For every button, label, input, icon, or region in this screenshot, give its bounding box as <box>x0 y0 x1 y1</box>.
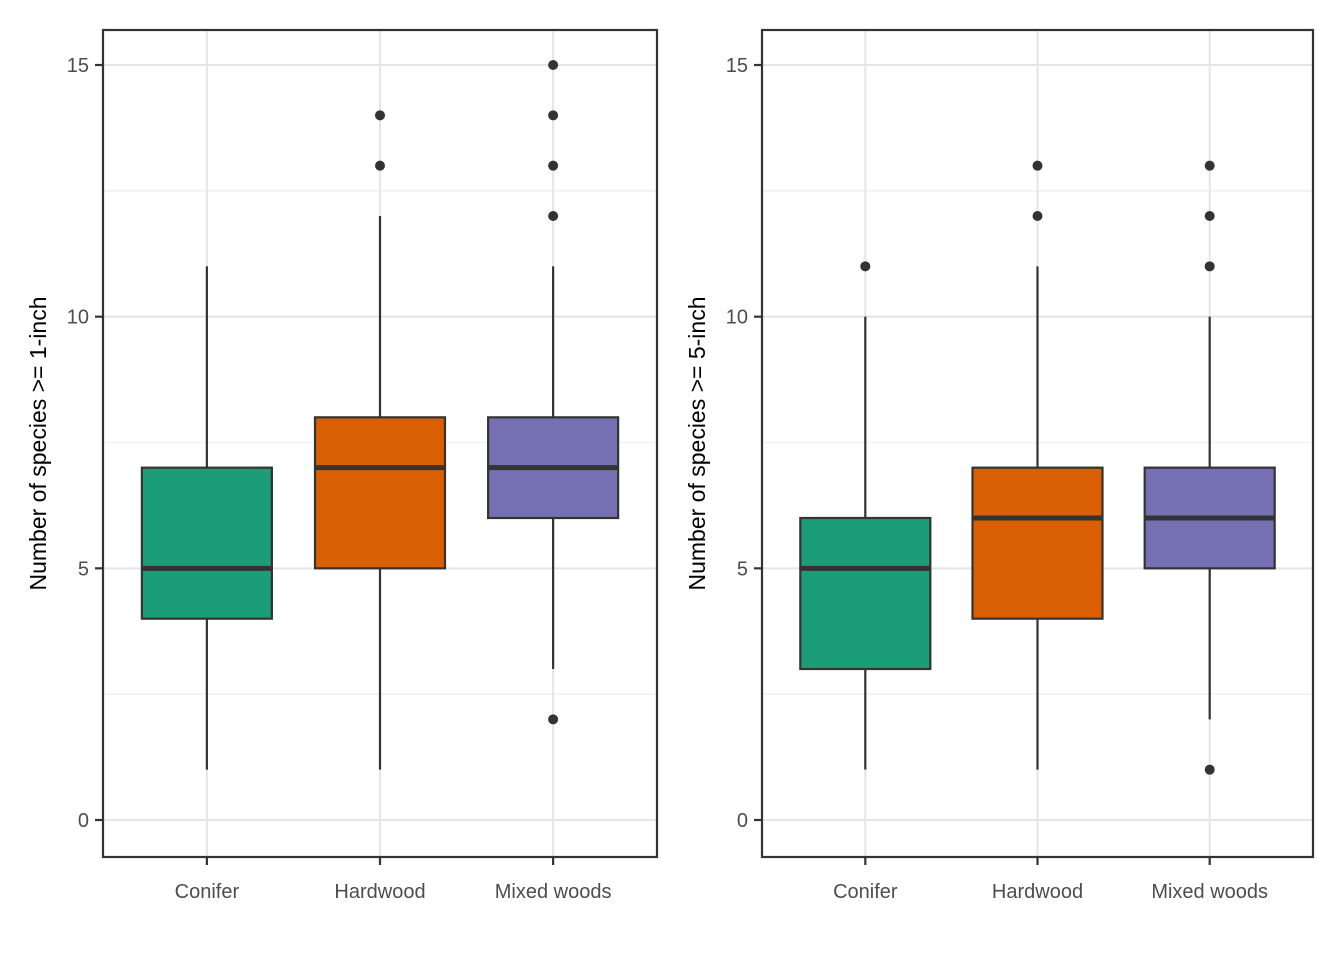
outlier-point-hardwood <box>375 160 385 171</box>
y-axis-title: Number of species >= 5-inch <box>684 296 710 590</box>
x-category-label-hardwood: Hardwood <box>992 881 1083 903</box>
y-axis-title: Number of species >= 1-inch <box>25 296 51 590</box>
outlier-point-mixed-woods <box>1204 160 1215 171</box>
boxplot-panel-species-ge-5-inch: 0 5 10 15 Conifer Hardwood Mixed woods Number o… <box>684 28 1315 903</box>
y-tick-label: 0 <box>78 810 89 832</box>
y-tick-label: 15 <box>67 55 89 77</box>
outlier-point-mixed-woods <box>548 110 559 121</box>
x-category-label-mixed-woods: Mixed woods <box>495 881 612 903</box>
box-hardwood <box>313 416 447 570</box>
boxplot-panel-species-ge-1-inch: 0 5 10 15 Conifer Hardwood Mixed woods Number o… <box>25 28 659 903</box>
outlier-point-hardwood <box>1032 211 1043 222</box>
outlier-point-mixed-woods <box>1204 764 1215 775</box>
y-tick-label: 5 <box>737 558 748 580</box>
y-tick-label: 0 <box>737 810 748 832</box>
outlier-point-hardwood <box>375 110 385 121</box>
box-conifer <box>140 466 273 620</box>
outlier-point-mixed-woods <box>548 60 559 71</box>
x-category-label-conifer: Conifer <box>833 881 898 903</box>
x-category-label-mixed-woods: Mixed woods <box>1151 881 1268 903</box>
box-hardwood <box>971 466 1104 620</box>
y-tick-label: 10 <box>67 307 89 329</box>
y-tick-label: 15 <box>726 55 748 77</box>
y-tick-label: 5 <box>78 558 89 580</box>
outlier-point-hardwood <box>1032 160 1043 171</box>
outlier-point-conifer <box>860 261 871 272</box>
x-category-label-conifer: Conifer <box>175 881 240 903</box>
outlier-point-mixed-woods <box>1204 261 1215 272</box>
box-conifer <box>799 516 932 671</box>
outlier-point-mixed-woods <box>548 714 559 725</box>
x-category-label-hardwood: Hardwood <box>334 881 425 903</box>
outlier-point-mixed-woods <box>1204 211 1215 222</box>
outlier-point-mixed-woods <box>548 160 559 171</box>
y-tick-label: 10 <box>726 307 748 329</box>
outlier-point-mixed-woods <box>548 211 559 222</box>
